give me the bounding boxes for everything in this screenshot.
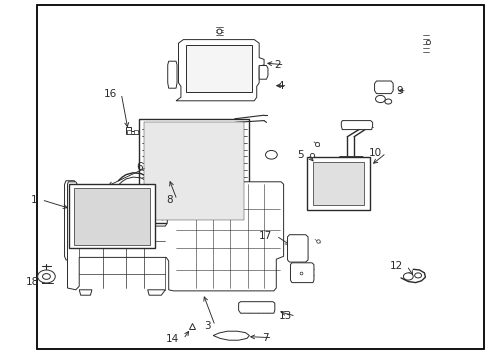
Circle shape <box>384 99 391 104</box>
Text: 12: 12 <box>389 261 402 271</box>
Text: 6: 6 <box>136 162 142 172</box>
Circle shape <box>375 95 385 103</box>
Polygon shape <box>147 290 165 295</box>
Circle shape <box>414 273 421 278</box>
Polygon shape <box>238 302 274 313</box>
Bar <box>144 122 244 220</box>
Circle shape <box>403 273 412 280</box>
Text: 8: 8 <box>166 195 173 205</box>
Polygon shape <box>287 235 307 262</box>
Polygon shape <box>64 181 76 260</box>
Text: 17: 17 <box>259 231 272 241</box>
Polygon shape <box>338 157 363 169</box>
Bar <box>74 188 150 245</box>
Polygon shape <box>126 127 139 134</box>
Text: 7: 7 <box>261 333 268 343</box>
Bar <box>306 157 369 210</box>
Polygon shape <box>213 331 249 340</box>
Bar <box>139 119 249 223</box>
Text: 10: 10 <box>368 148 382 158</box>
Polygon shape <box>259 66 267 79</box>
Polygon shape <box>176 40 264 101</box>
Text: 15: 15 <box>116 200 129 210</box>
Text: 1: 1 <box>31 195 38 205</box>
Text: 5: 5 <box>297 150 304 160</box>
Text: 13: 13 <box>278 311 291 321</box>
Bar <box>69 184 155 248</box>
Polygon shape <box>374 81 392 94</box>
Circle shape <box>265 150 277 159</box>
Text: 4: 4 <box>276 81 283 91</box>
Circle shape <box>42 274 50 279</box>
Circle shape <box>38 270 55 283</box>
Text: 16: 16 <box>104 89 117 99</box>
Text: 9: 9 <box>395 86 402 96</box>
Polygon shape <box>341 121 372 130</box>
Polygon shape <box>79 290 92 295</box>
Text: 14: 14 <box>166 334 179 344</box>
Polygon shape <box>185 45 251 92</box>
Polygon shape <box>67 182 283 291</box>
Polygon shape <box>290 263 313 283</box>
Text: 2: 2 <box>273 60 280 70</box>
Text: 3: 3 <box>204 321 211 331</box>
Text: 18: 18 <box>26 276 39 287</box>
Bar <box>312 162 363 205</box>
Polygon shape <box>167 61 177 88</box>
Text: 11: 11 <box>289 266 303 276</box>
